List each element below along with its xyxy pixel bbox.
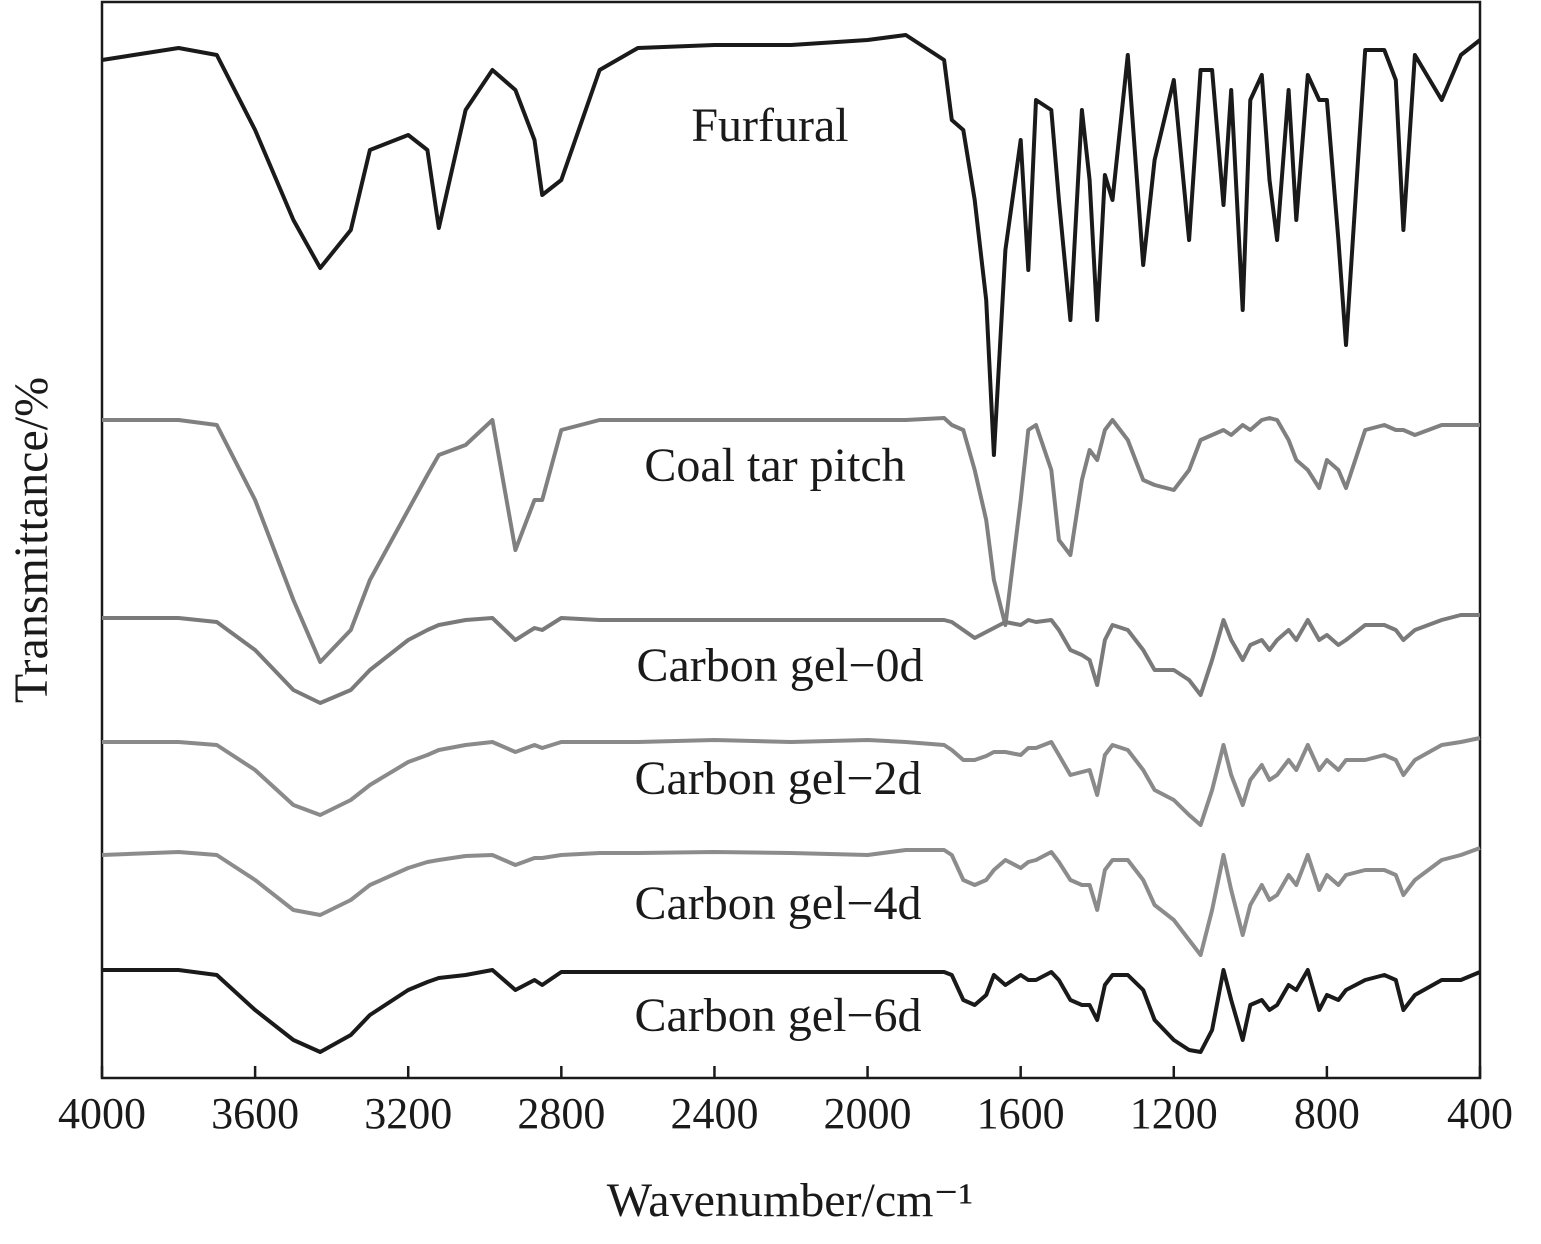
series-label: Carbon gel−4d <box>634 877 921 930</box>
x-tick-label: 2800 <box>517 1089 605 1138</box>
series-label: Coal tar pitch <box>644 439 905 492</box>
series-label: Carbon gel−2d <box>634 752 921 805</box>
spectrum-line <box>102 736 1481 827</box>
series-label: Carbon gel−0d <box>636 639 923 692</box>
x-tick-label: 2400 <box>670 1089 758 1138</box>
plot-frame <box>100 0 1482 1080</box>
x-tick-label: 3600 <box>211 1089 299 1138</box>
series-label: Carbon gel−6d <box>634 989 921 1042</box>
spectrum-line <box>101 846 1481 957</box>
x-tick-label: 800 <box>1294 1089 1360 1138</box>
x-tick-label: 2000 <box>824 1089 912 1138</box>
x-tick-label: 1200 <box>1130 1089 1218 1138</box>
x-tick-label: 400 <box>1447 1089 1513 1138</box>
spectrum-line <box>101 33 1482 457</box>
spectrum-line <box>102 968 1481 1054</box>
x-tick-label: 4000 <box>58 1089 146 1138</box>
x-tick-label: 3200 <box>364 1089 452 1138</box>
x-axis-title: Wavenumber/cm⁻¹ <box>607 1174 973 1227</box>
spectrum-line <box>102 416 1480 664</box>
series-label: Furfural <box>691 99 848 152</box>
x-tick-label: 1600 <box>977 1089 1065 1138</box>
y-axis-title: Transmittance/% <box>5 377 58 703</box>
spectrum-line <box>102 613 1480 705</box>
